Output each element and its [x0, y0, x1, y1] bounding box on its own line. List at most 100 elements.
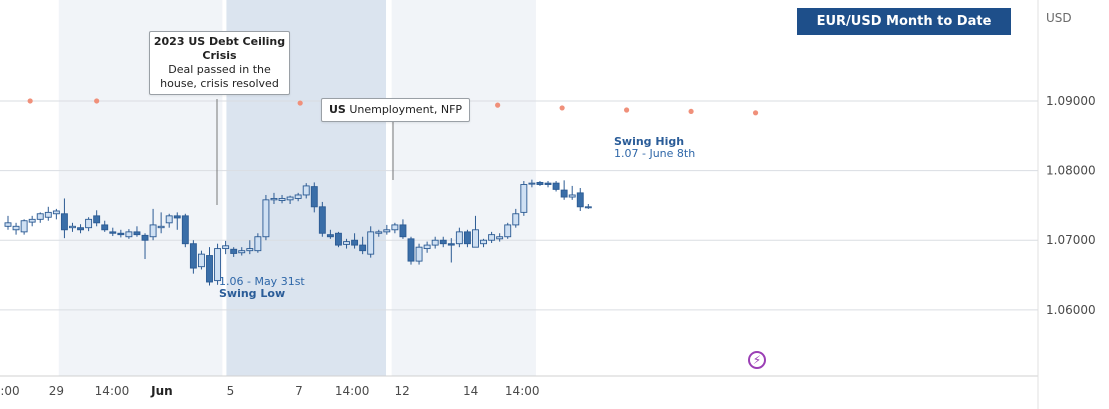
candle-body: [455, 231, 463, 245]
candle-body: [181, 215, 189, 245]
candle: [294, 192, 302, 202]
candle: [463, 229, 471, 248]
candle: [12, 222, 20, 235]
candle: [278, 194, 286, 204]
candle: [93, 210, 101, 227]
y-tick-label: 1.06000: [1046, 303, 1096, 317]
candle: [576, 188, 584, 211]
candle: [496, 233, 504, 242]
candle: [181, 213, 189, 248]
candle: [238, 247, 246, 256]
candle-body: [189, 243, 197, 269]
candle: [4, 215, 12, 230]
candle-body: [383, 229, 391, 233]
candle-body: [141, 234, 149, 241]
candle: [375, 229, 383, 237]
candle-body: [36, 213, 44, 220]
candle-body: [149, 224, 157, 238]
swing-high-detail: 1.07 - June 8th: [614, 147, 696, 160]
candle-body: [278, 197, 286, 201]
candle-body: [85, 218, 93, 229]
candle: [286, 195, 294, 205]
swing-high-title: Swing High: [614, 135, 685, 148]
candle: [302, 183, 310, 199]
candle: [77, 224, 84, 234]
debt-ceiling-callout-body: Deal passed in the house, crisis resolve…: [160, 63, 279, 90]
candle: [504, 222, 512, 239]
candle-body: [262, 199, 270, 238]
candle: [206, 247, 213, 286]
candle: [584, 204, 592, 209]
candle: [117, 229, 125, 238]
candle: [157, 212, 165, 234]
candle-body: [415, 246, 423, 262]
candle: [351, 233, 359, 249]
candle: [222, 240, 230, 255]
candle-body: [12, 225, 20, 231]
candle: [197, 250, 205, 270]
candle: [528, 179, 536, 188]
candle-body: [101, 224, 109, 231]
candle-body: [222, 245, 230, 250]
candle-body: [568, 194, 576, 198]
candle-body: [60, 213, 68, 231]
unemployment-callout-title: US: [328, 103, 346, 116]
candle: [60, 198, 68, 239]
candle-body: [109, 231, 117, 234]
candle: [383, 224, 391, 235]
candle: [85, 217, 93, 232]
candle-body: [165, 215, 173, 224]
chart-title: EUR/USD Month to Date (June): [797, 8, 1011, 56]
x-tick-label: 29: [49, 384, 64, 398]
candle-body: [576, 192, 584, 208]
candle: [125, 229, 133, 239]
candle: [270, 192, 278, 205]
callout-lines: [216, 99, 394, 205]
candle-body: [238, 250, 246, 254]
gridlines: [0, 100, 1038, 311]
candle: [141, 233, 149, 260]
candle: [544, 181, 552, 188]
candle-body: [77, 227, 84, 231]
candle-body: [246, 248, 254, 252]
candle-body: [560, 189, 568, 198]
candle: [44, 206, 52, 221]
candle-body: [230, 248, 238, 254]
candle-body: [552, 182, 560, 190]
price-axis-unit: USD: [1046, 11, 1072, 25]
candle: [472, 215, 479, 248]
reference-dots: [27, 98, 759, 116]
candle: [488, 231, 496, 244]
candle-body: [318, 206, 326, 234]
candle-body: [544, 182, 552, 185]
candle: [133, 226, 141, 237]
candle-body: [28, 218, 36, 223]
candle-body: [407, 238, 415, 262]
reference-dot: [688, 108, 694, 115]
candle: [214, 243, 222, 285]
candle: [109, 227, 117, 237]
candle-body: [528, 182, 536, 185]
candle: [246, 240, 254, 255]
candle-body: [117, 232, 125, 236]
lightning-bolt-icon[interactable]: ⚡︎: [748, 351, 766, 369]
candle-body: [4, 222, 12, 227]
candle-body: [375, 231, 383, 234]
candle: [439, 236, 447, 248]
candle: [480, 238, 487, 248]
candle-body: [254, 236, 262, 252]
price-axis-labels: 1.09000 1.08000 1.07000 1.06000: [1046, 94, 1096, 317]
swing-high-label: Swing High 1.07 - June 8th: [614, 136, 695, 160]
candle-body: [286, 196, 294, 201]
candle-body: [504, 224, 512, 238]
candle: [512, 208, 520, 228]
candle: [69, 222, 76, 232]
candle-body: [480, 239, 487, 245]
candle: [20, 219, 28, 235]
y-tick-label: 1.08000: [1046, 164, 1096, 178]
candle: [149, 208, 157, 241]
candle-body: [399, 224, 407, 238]
candle-body: [496, 236, 504, 240]
candle-body: [439, 239, 447, 245]
time-axis-labels: 14:00 29 14:00 Jun 5 7 14:00 12 14 14:00: [0, 384, 540, 398]
